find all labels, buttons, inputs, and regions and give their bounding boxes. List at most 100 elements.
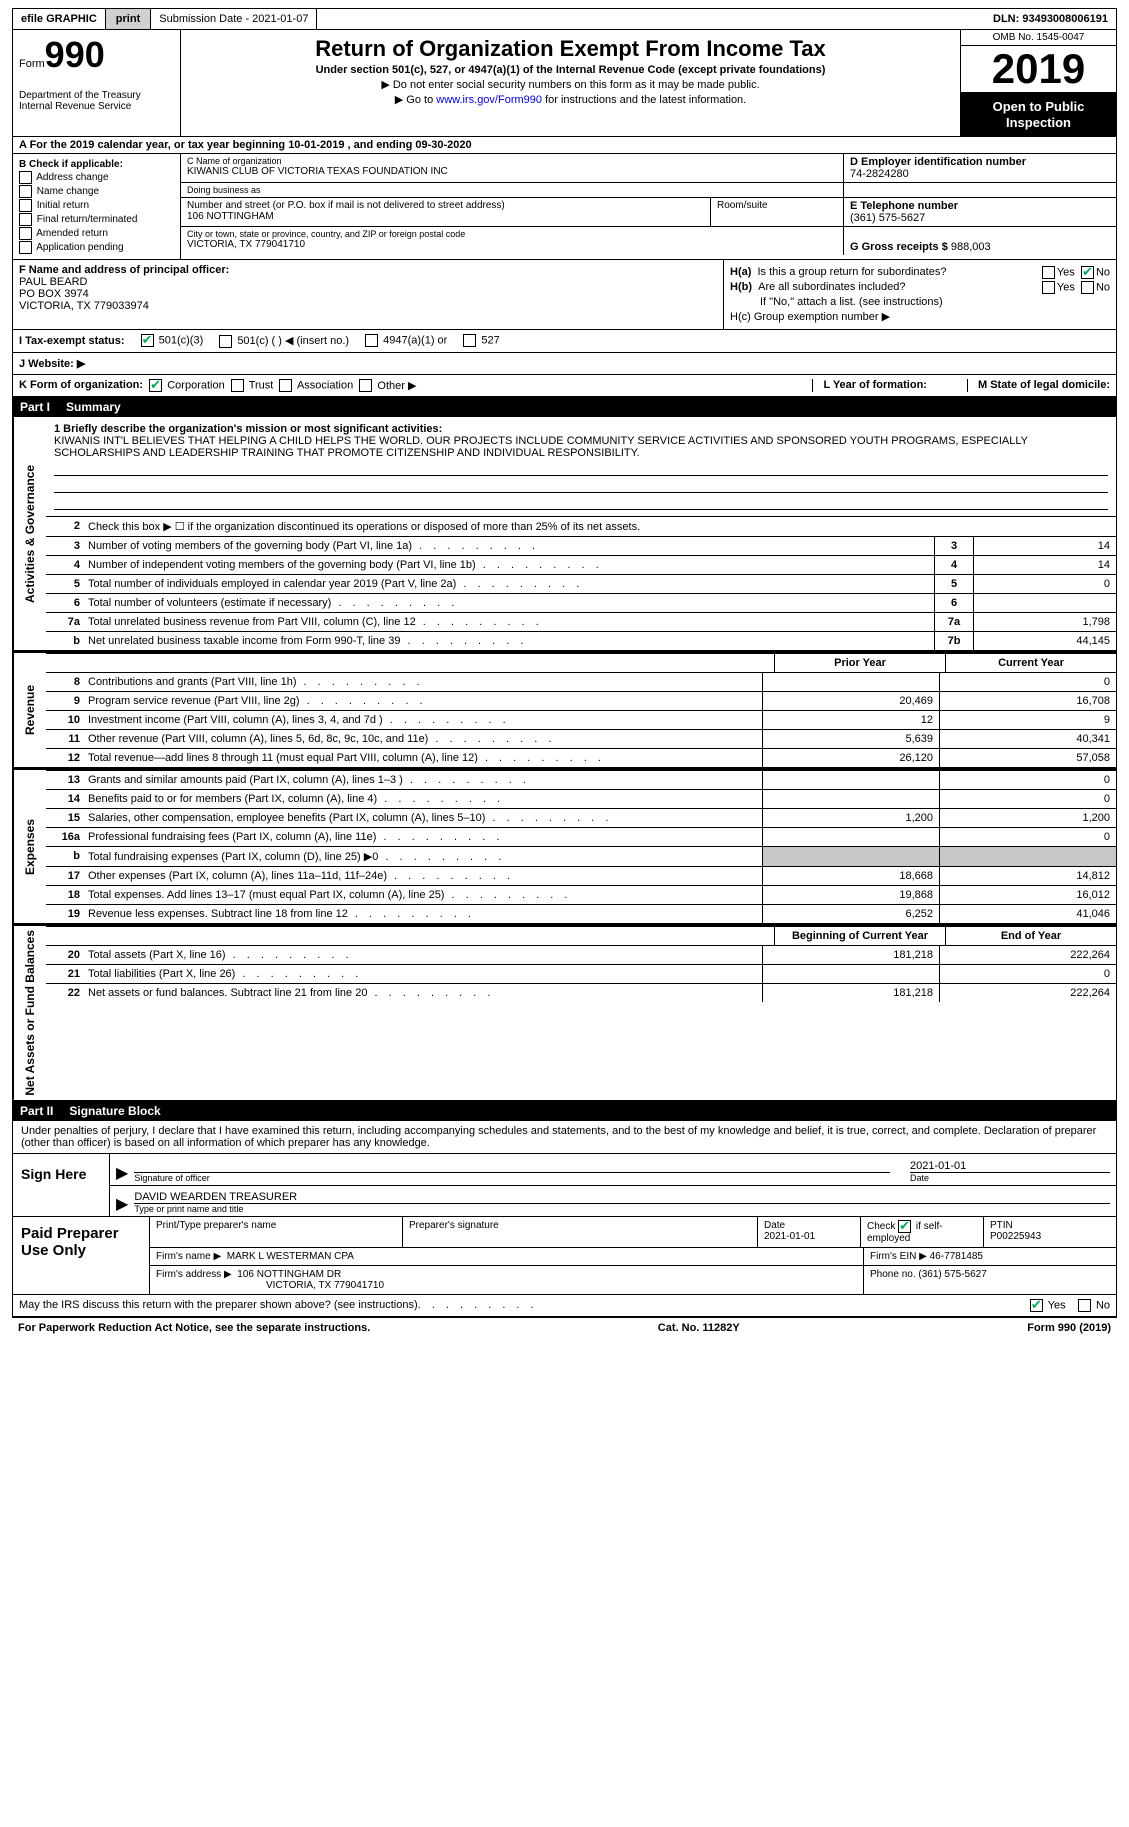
firm-label: Firm's name ▶	[156, 1251, 221, 1262]
firm-addr-label: Firm's address ▶	[156, 1269, 232, 1280]
sig-officer-field[interactable]	[134, 1156, 890, 1173]
efile-label: efile GRAPHIC	[13, 9, 106, 29]
summary-line: 15Salaries, other compensation, employee…	[46, 808, 1116, 827]
cb-527[interactable]	[463, 334, 476, 347]
cb-hb-yes[interactable]	[1042, 281, 1055, 294]
footer-center: Cat. No. 11282Y	[658, 1322, 740, 1334]
cb-final-return[interactable]	[19, 213, 32, 226]
firm-name-cell: Firm's name ▶ MARK L WESTERMAN CPA	[150, 1248, 864, 1265]
ein-value: 74-2824280	[850, 168, 1110, 180]
sig-date-label: Date	[910, 1173, 1110, 1183]
summary-line: bTotal fundraising expenses (Part IX, co…	[46, 846, 1116, 866]
signature-block: Under penalties of perjury, I declare th…	[12, 1121, 1117, 1317]
ptin-value: P00225943	[990, 1231, 1041, 1242]
ha-no: No	[1096, 267, 1110, 279]
f-name: PAUL BEARD	[19, 276, 717, 288]
summary-line: 21Total liabilities (Part X, line 26)0	[46, 964, 1116, 983]
mission-block: 1 Briefly describe the organization's mi…	[46, 417, 1116, 516]
cb-discuss-no[interactable]	[1078, 1299, 1091, 1312]
summary-line: 4Number of independent voting members of…	[46, 555, 1116, 574]
irs-discuss-q: May the IRS discuss this return with the…	[19, 1299, 418, 1311]
footer-left: For Paperwork Reduction Act Notice, see …	[18, 1322, 370, 1334]
summary-line: 9Program service revenue (Part VIII, lin…	[46, 691, 1116, 710]
form-subtitle: Under section 501(c), 527, or 4947(a)(1)…	[187, 64, 954, 76]
summary-line: 14Benefits paid to or for members (Part …	[46, 789, 1116, 808]
l-label: L Year of formation:	[823, 379, 927, 391]
summary-line: 5Total number of individuals employed in…	[46, 574, 1116, 593]
i-o2: 501(c) ( ) ◀ (insert no.)	[237, 335, 349, 347]
sign-here-label: Sign Here	[13, 1154, 109, 1216]
i-label: I Tax-exempt status:	[19, 335, 125, 347]
net-section: Net Assets or Fund Balances Beginning of…	[12, 924, 1117, 1101]
firm-ein-cell: Firm's EIN ▶ 46-7781485	[864, 1248, 1116, 1265]
block-g: G Gross receipts $ 988,003	[843, 227, 1116, 255]
cb-address-change[interactable]	[19, 171, 32, 184]
summary-line: 7aTotal unrelated business revenue from …	[46, 612, 1116, 631]
prep-date-label: Date	[764, 1220, 785, 1231]
room-label: Room/suite	[717, 200, 837, 211]
firm-phone-cell: Phone no. (361) 575-5627	[864, 1266, 1116, 1294]
f-label: F Name and address of principal officer:	[19, 264, 229, 276]
cb-assoc[interactable]	[279, 379, 292, 392]
cb-ha-no[interactable]	[1081, 266, 1094, 279]
open-inspection: Open to Public Inspection	[961, 93, 1116, 136]
cb-501c[interactable]	[219, 335, 232, 348]
phone-value: (361) 575-5627	[850, 212, 1110, 224]
lbl-name-change: Name change	[37, 186, 99, 197]
col-prior: Prior Year	[774, 654, 945, 672]
mission-text: KIWANIS INT'L BELIEVES THAT HELPING A CH…	[54, 435, 1108, 459]
firm-ein-label: Firm's EIN ▶	[870, 1251, 927, 1262]
col-begin: Beginning of Current Year	[774, 927, 945, 945]
summary-line: 3Number of voting members of the governi…	[46, 536, 1116, 555]
header-right: OMB No. 1545-0047 2019 Open to Public In…	[960, 30, 1116, 136]
lbl-address-change: Address change	[36, 172, 108, 183]
city-cell: City or town, state or province, country…	[181, 227, 843, 255]
arrow-icon-2: ▶	[116, 1194, 128, 1214]
cb-trust[interactable]	[231, 379, 244, 392]
block-j: J Website: ▶	[12, 353, 1117, 375]
print-button[interactable]: print	[106, 9, 151, 29]
addr-cell: Number and street (or P.O. box if mail i…	[181, 198, 711, 226]
d-empty	[843, 183, 1116, 197]
form-note2: ▶ Go to www.irs.gov/Form990 for instruct…	[187, 93, 954, 106]
dots	[418, 1299, 538, 1311]
cb-discuss-yes[interactable]	[1030, 1299, 1043, 1312]
row-a: A For the 2019 calendar year, or tax yea…	[12, 137, 1117, 154]
cb-ha-yes[interactable]	[1042, 266, 1055, 279]
top-bar: efile GRAPHIC print Submission Date - 20…	[12, 8, 1117, 30]
prep-label: Paid Preparer Use Only	[13, 1217, 150, 1294]
dln-label: DLN: 93493008006191	[985, 9, 1116, 29]
part1-header: Part I Summary	[12, 397, 1117, 417]
summary-line: 12Total revenue—add lines 8 through 11 (…	[46, 748, 1116, 767]
part2-num: Part II	[20, 1104, 53, 1118]
firm-phone: (361) 575-5627	[918, 1269, 986, 1280]
cb-app-pending[interactable]	[19, 241, 32, 254]
prep-check-label: Check	[867, 1221, 895, 1232]
cb-other[interactable]	[359, 379, 372, 392]
tax-year: 2019	[961, 46, 1116, 93]
sig-intro: Under penalties of perjury, I declare th…	[13, 1121, 1116, 1153]
cb-hb-no[interactable]	[1081, 281, 1094, 294]
cb-self-employed[interactable]	[898, 1220, 911, 1233]
cb-4947[interactable]	[365, 334, 378, 347]
irs-label: Internal Revenue Service	[19, 101, 174, 112]
form990-link[interactable]: www.irs.gov/Form990	[436, 94, 542, 106]
prep-date: 2021-01-01	[764, 1231, 815, 1242]
cb-501c3[interactable]	[141, 334, 154, 347]
cb-amended-return[interactable]	[19, 227, 32, 240]
cb-corp[interactable]	[149, 379, 162, 392]
prep-date-cell: Date 2021-01-01	[758, 1217, 861, 1247]
header-left: Form990 Department of the Treasury Inter…	[13, 30, 181, 136]
firm-addr2: VICTORIA, TX 779041710	[266, 1280, 384, 1291]
f-addr1: PO BOX 3974	[19, 288, 717, 300]
city-label: City or town, state or province, country…	[187, 229, 837, 239]
discuss-yes: Yes	[1048, 1299, 1066, 1311]
firm-name: MARK L WESTERMAN CPA	[227, 1251, 354, 1262]
col-cdh: C Name of organization KIWANIS CLUB OF V…	[181, 154, 1116, 259]
cb-initial-return[interactable]	[19, 199, 32, 212]
cb-name-change[interactable]	[19, 185, 32, 198]
k-label: K Form of organization:	[19, 379, 143, 391]
addr-value: 106 NOTTINGHAM	[187, 211, 704, 222]
room-cell: Room/suite	[711, 198, 843, 226]
ha-yes: Yes	[1057, 267, 1075, 279]
